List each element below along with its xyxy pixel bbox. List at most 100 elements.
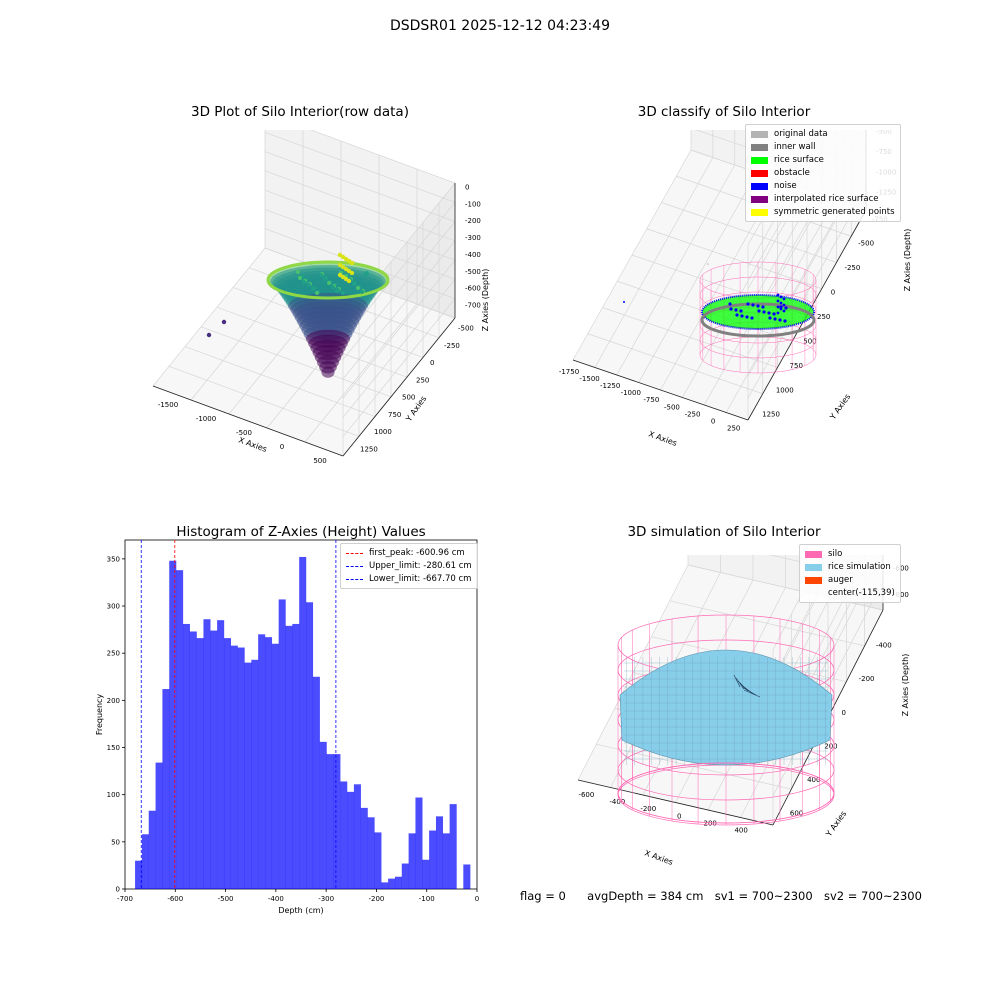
histogram-xtick: -300: [318, 895, 334, 903]
p1-ztick: -600: [465, 285, 481, 293]
p2-noise-point: [739, 309, 743, 313]
p2-noise-point: [729, 307, 733, 311]
histogram-bar: [353, 784, 361, 889]
p1-ytick: -250: [444, 342, 460, 350]
p4-ztick: -800: [893, 591, 909, 599]
legend-label: symmetric generated points: [774, 207, 895, 217]
p2-xtick: -1250: [600, 382, 620, 390]
p1-point: [302, 280, 306, 284]
p1-xtick: 500: [313, 457, 326, 465]
legend-label: obstacle: [774, 168, 810, 178]
p4-zlabel: Z Axies (Depth): [901, 654, 910, 717]
p1-ytick: -500: [458, 325, 474, 333]
histogram-bar: [285, 625, 293, 889]
histogram-bar: [196, 638, 204, 889]
histogram-bar: [203, 619, 211, 889]
p1-point: [307, 283, 311, 287]
histogram-bar: [148, 810, 156, 889]
status-sv2: sv2 = 700~2300: [823, 889, 922, 903]
histogram-bar: [135, 860, 143, 889]
histogram-ytick: 100: [107, 791, 120, 799]
legend-entry: interpolated rice surface: [751, 193, 895, 206]
p1-point: [327, 281, 331, 285]
p2-noise-point: [762, 310, 766, 314]
p2-inner-wall: [700, 302, 816, 338]
histogram-ytick: 300: [107, 603, 120, 611]
p4-x-axis: [577, 779, 774, 826]
p2-ytick: 500: [803, 337, 816, 345]
p2-noise-point: [776, 311, 780, 315]
histogram-bar: [162, 689, 170, 889]
histogram-bar: [251, 659, 259, 889]
legend-entry: noise: [751, 180, 895, 193]
p1-point: [335, 289, 339, 293]
histogram-bar: [217, 620, 225, 889]
histogram-bar: [319, 741, 327, 889]
p1-xtick: -1500: [158, 401, 178, 409]
p2-noise-point: [779, 305, 783, 309]
p2-ytick: 250: [817, 313, 830, 321]
p1-ytick: 1250: [360, 445, 378, 453]
histogram-bar: [374, 832, 382, 889]
p2-xtick: -500: [664, 403, 680, 411]
p2-noise-point: [782, 303, 786, 307]
p2-noise-point: [776, 299, 780, 303]
plot4-title: 3D simulation of Silo Interior: [627, 524, 821, 540]
p2-noise-point: [767, 311, 771, 315]
p2-noise-point: [746, 302, 750, 306]
p2-noise-point: [728, 302, 732, 306]
p1-ztick: -100: [465, 200, 481, 208]
p2-xtick: -1000: [621, 389, 641, 397]
histogram-bar: [271, 643, 279, 889]
p1-peak-point: [346, 278, 352, 284]
p1-point: [341, 291, 345, 295]
legend-label: auger: [828, 575, 853, 585]
p1-zlabel: Z Axies (Depth): [481, 269, 490, 332]
histogram-ytick: 0: [116, 886, 120, 894]
histogram-xtick: 0: [475, 895, 479, 903]
p1-ytick: 0: [430, 359, 434, 367]
histogram-bar: [312, 676, 320, 889]
p1-ztick: -200: [465, 217, 481, 225]
legend-entry: auger: [805, 574, 895, 587]
p1-point: [323, 277, 327, 281]
histogram-bar: [264, 637, 273, 889]
p2-noise-point: [740, 314, 744, 318]
p2-noise-point: [623, 301, 625, 303]
p4-ytick: 600: [790, 810, 803, 818]
p1-rim: [266, 260, 390, 300]
p2-ytick: 1250: [762, 411, 780, 419]
histogram-bar: [155, 762, 163, 889]
legend-entry: rice surface: [751, 154, 895, 167]
p1-xlabel: X Axies: [237, 435, 268, 454]
p2-noise-point: [776, 305, 780, 309]
histogram-xtick: -200: [368, 895, 384, 903]
plot2-title: 3D classify of Silo Interior: [637, 104, 811, 120]
p4-auger: [741, 686, 757, 696]
p1-xtick: 0: [280, 443, 284, 451]
histogram-bar: [388, 878, 396, 889]
histogram-bar: [463, 864, 471, 889]
histogram-bar: [278, 599, 286, 889]
legend-swatch: [751, 144, 768, 151]
p2-xtick: -1500: [579, 375, 599, 383]
histogram-xtick: -700: [117, 895, 133, 903]
p1-grid-y: [168, 365, 360, 437]
histogram-bar: [442, 833, 450, 889]
p1-grid-x: [304, 303, 418, 443]
p1-point: [331, 285, 335, 289]
legend-swatch: [751, 157, 768, 164]
p4-xtick: 0: [677, 812, 681, 820]
p1-grid-x: [152, 247, 266, 387]
legend-label: original data: [774, 129, 828, 139]
p1-point: [319, 273, 323, 277]
p1-ytick: 250: [416, 376, 429, 384]
p2-noise-point: [773, 317, 777, 321]
p4-xtick: 200: [704, 819, 717, 827]
histogram-bar: [189, 631, 197, 889]
p4-silo-bottom: [617, 762, 835, 824]
histogram-xtick: -500: [218, 895, 234, 903]
histogram-bar: [333, 754, 341, 889]
p1-scatter: [206, 252, 390, 378]
histogram-bar: [176, 570, 184, 889]
